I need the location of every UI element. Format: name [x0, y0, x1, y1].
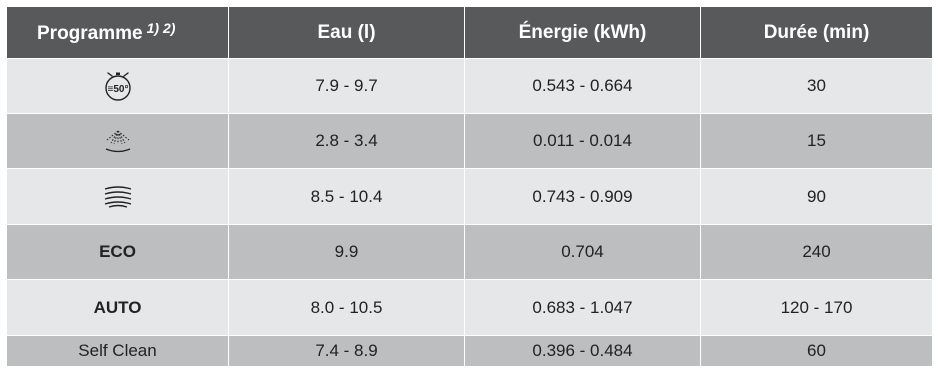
table-row: 2.8 - 3.4 0.011 - 0.014 15: [6, 113, 933, 169]
water-cell: 8.0 - 10.5: [228, 279, 465, 336]
duration-cell: 240: [700, 224, 933, 280]
programme-cell: [6, 113, 229, 169]
header-footnotes: 1) 2): [146, 20, 176, 36]
programme-cell: [6, 168, 229, 225]
table-row: ECO 9.9 0.704 240: [6, 224, 933, 280]
energy-cell: 0.011 - 0.014: [464, 113, 701, 169]
duration-cell: 15: [700, 113, 933, 169]
water-cell: 7.4 - 8.9: [228, 335, 465, 367]
table-row: AUTO 8.0 - 10.5 0.683 - 1.047 120 - 170: [6, 279, 933, 336]
header-duration: Durée (min): [700, 6, 933, 59]
header-row: Programme 1) 2) Eau (l) Énergie (kWh) Dur…: [6, 6, 933, 59]
quick-50-icon-label: ≡50°: [107, 84, 128, 95]
water-cell: 9.9: [228, 224, 465, 280]
duration-cell: 30: [700, 58, 933, 114]
programme-cell: ≡50°: [6, 58, 229, 114]
water-cell: 7.9 - 9.7: [228, 58, 465, 114]
programme-cell: AUTO: [6, 279, 229, 336]
energy-cell: 0.704: [464, 224, 701, 280]
table-row: Self Clean 7.4 - 8.9 0.396 - 0.484 60: [6, 335, 933, 367]
energy-cell: 0.396 - 0.484: [464, 335, 701, 367]
energy-cell: 0.743 - 0.909: [464, 168, 701, 225]
programme-table: Programme 1) 2) Eau (l) Énergie (kWh) Dur…: [6, 6, 933, 367]
header-water: Eau (l): [228, 6, 465, 59]
header-programme: Programme 1) 2): [6, 6, 229, 59]
programme-cell: ECO: [6, 224, 229, 280]
table-row: ≡50° 7.9 - 9.7 0.543 - 0.664 30: [6, 58, 933, 114]
intensive-wave-icon: [104, 185, 131, 208]
programme-cell: Self Clean: [6, 335, 229, 367]
energy-cell: 0.683 - 1.047: [464, 279, 701, 336]
duration-cell: 90: [700, 168, 933, 225]
header-programme-label: Programme: [37, 23, 143, 44]
water-cell: 8.5 - 10.4: [228, 168, 465, 225]
rinse-shower-icon: [105, 130, 130, 153]
table-row: 8.5 - 10.4 0.743 - 0.909 90: [6, 168, 933, 225]
header-energy: Énergie (kWh): [464, 6, 701, 59]
quick-50-timer-icon: ≡50°: [104, 72, 131, 101]
water-cell: 2.8 - 3.4: [228, 113, 465, 169]
duration-cell: 60: [700, 335, 933, 367]
duration-cell: 120 - 170: [700, 279, 933, 336]
energy-cell: 0.543 - 0.664: [464, 58, 701, 114]
